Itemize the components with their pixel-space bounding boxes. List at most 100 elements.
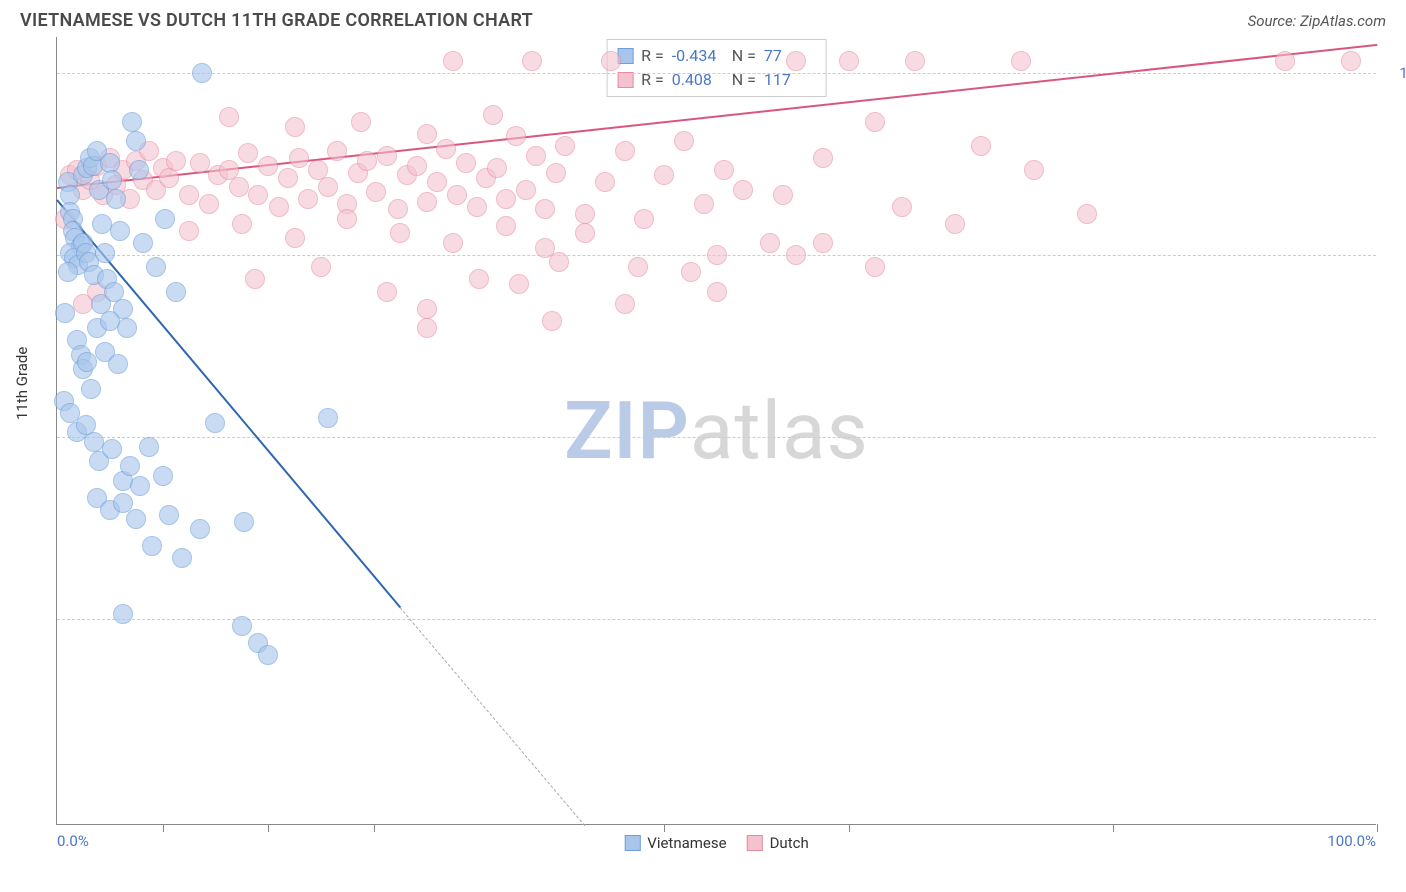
swatch-dutch — [617, 72, 633, 88]
data-point — [110, 221, 130, 241]
legend-item-vietnamese: Vietnamese — [624, 834, 726, 852]
stats-row-dutch: R = 0.408 N = 117 — [617, 68, 816, 92]
chart-title: VIETNAMESE VS DUTCH 11TH GRADE CORRELATI… — [20, 10, 533, 31]
x-tick — [664, 824, 665, 832]
data-point — [179, 185, 199, 205]
data-point — [377, 282, 397, 302]
data-point — [615, 294, 635, 314]
data-point — [542, 311, 562, 331]
chart-area: ZIPatlas R = -0.434 N = 77 R = 0.408 N =… — [56, 37, 1376, 825]
x-tick — [1113, 824, 1114, 832]
data-point — [443, 233, 463, 253]
data-point — [248, 185, 268, 205]
data-point — [654, 165, 674, 185]
data-point — [469, 269, 489, 289]
series-legend: Vietnamese Dutch — [624, 834, 808, 852]
data-point — [516, 180, 536, 200]
watermark-zip: ZIP — [564, 384, 690, 478]
data-point — [199, 194, 219, 214]
data-point — [773, 185, 793, 205]
data-point — [417, 124, 437, 144]
data-point — [318, 177, 338, 197]
data-point — [733, 180, 753, 200]
data-point — [1077, 204, 1097, 224]
data-point — [100, 311, 120, 331]
plot-area: ZIPatlas R = -0.434 N = 77 R = 0.408 N =… — [56, 37, 1376, 825]
data-point — [113, 604, 133, 624]
data-point — [813, 233, 833, 253]
legend-label-dutch: Dutch — [770, 834, 809, 852]
data-point — [366, 182, 386, 202]
data-point — [172, 548, 192, 568]
r-value-vietnamese: -0.434 — [672, 44, 724, 68]
legend-label-vietnamese: Vietnamese — [647, 834, 726, 852]
data-point — [269, 197, 289, 217]
data-point — [285, 117, 305, 137]
data-point — [615, 141, 635, 161]
data-point — [506, 126, 526, 146]
data-point — [1011, 51, 1031, 71]
data-point — [232, 214, 252, 234]
data-point — [555, 136, 575, 156]
data-point — [595, 172, 615, 192]
x-tick — [268, 824, 269, 832]
data-point — [219, 107, 239, 127]
data-point — [377, 146, 397, 166]
data-point — [522, 51, 542, 71]
data-point — [1275, 51, 1295, 71]
data-point — [139, 437, 159, 457]
data-point — [298, 189, 318, 209]
y-axis-label: 11th Grade — [13, 347, 31, 420]
data-point — [786, 51, 806, 71]
y-tick-label: 85.0% — [1384, 428, 1406, 446]
data-point — [81, 379, 101, 399]
data-point — [190, 153, 210, 173]
data-point — [839, 51, 859, 71]
data-point — [535, 199, 555, 219]
data-point — [760, 233, 780, 253]
data-point — [509, 274, 529, 294]
data-point — [971, 136, 991, 156]
data-point — [496, 189, 516, 209]
y-tick-label: 77.5% — [1384, 610, 1406, 628]
data-point — [92, 214, 112, 234]
data-point — [120, 456, 140, 476]
data-point — [179, 221, 199, 241]
data-point — [714, 160, 734, 180]
data-point — [129, 160, 149, 180]
data-point — [58, 262, 78, 282]
data-point — [245, 269, 265, 289]
data-point — [905, 51, 925, 71]
x-axis-max-label: 100.0% — [1327, 832, 1376, 850]
data-point — [232, 616, 252, 636]
data-point — [258, 156, 278, 176]
data-point — [549, 252, 569, 272]
data-point — [694, 194, 714, 214]
data-point — [575, 223, 595, 243]
data-point — [1341, 51, 1361, 71]
data-point — [945, 214, 965, 234]
n-label: N = — [732, 68, 756, 92]
data-point — [447, 185, 467, 205]
data-point — [318, 408, 338, 428]
y-tick-label: 100.0% — [1384, 64, 1406, 82]
legend-item-dutch: Dutch — [747, 834, 809, 852]
data-point — [102, 439, 122, 459]
source-label: Source: ZipAtlas.com — [1248, 12, 1386, 30]
data-point — [407, 156, 427, 176]
data-point — [436, 139, 456, 159]
data-point — [289, 148, 309, 168]
data-point — [575, 204, 595, 224]
data-point — [238, 143, 258, 163]
data-point — [146, 257, 166, 277]
data-point — [108, 354, 128, 374]
swatch-vietnamese — [624, 835, 640, 851]
x-tick — [374, 824, 375, 832]
data-point — [1024, 160, 1044, 180]
data-point — [285, 228, 305, 248]
data-point — [278, 168, 298, 188]
data-point — [192, 63, 212, 83]
data-point — [546, 163, 566, 183]
data-point — [634, 209, 654, 229]
data-point — [126, 131, 146, 151]
